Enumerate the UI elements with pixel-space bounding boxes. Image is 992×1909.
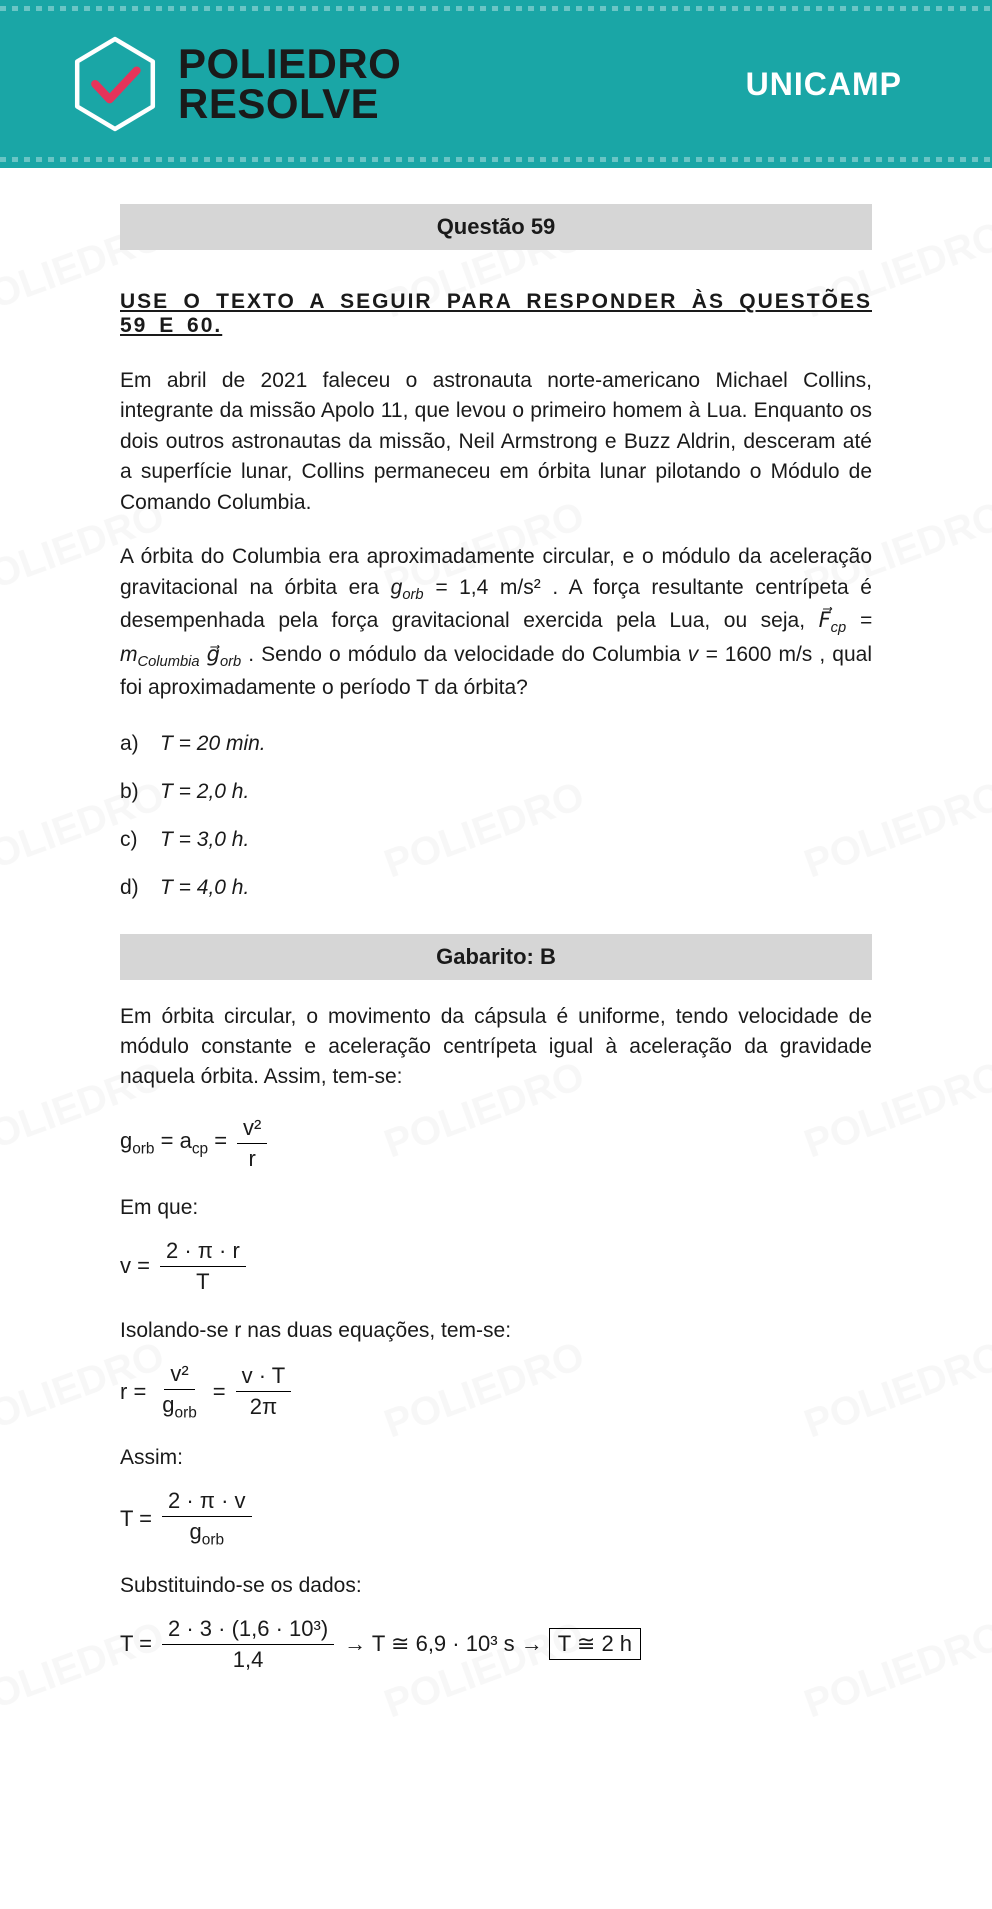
equation-4: T = 2 · π · v gorb — [120, 1486, 872, 1551]
brand-block: POLIEDRO RESOLVE — [70, 34, 401, 134]
answer-key-bar: Gabarito: B — [120, 934, 872, 980]
option-d: d) T = 4,0 h. — [120, 876, 872, 900]
numerator: v² — [164, 1359, 194, 1390]
eq-lhs: v = — [120, 1253, 150, 1279]
option-label: a) — [120, 732, 144, 756]
g-orb-symbol: gorb = — [391, 576, 459, 599]
fraction: v · T 2π — [236, 1361, 292, 1422]
denominator: 2π — [244, 1392, 283, 1422]
arrow-result: → T ≅ 6,9 · 10³ s → — [344, 1631, 543, 1657]
denominator: gorb — [156, 1390, 203, 1424]
eq-lhs: T = — [120, 1506, 152, 1532]
eq-lhs: r = — [120, 1379, 146, 1405]
option-text: T = 20 min. — [160, 732, 266, 756]
denominator: gorb — [184, 1517, 231, 1551]
option-text: T = 4,0 h. — [160, 876, 249, 900]
fraction: 2 · 3 · (1,6 · 10³) 1,4 — [162, 1614, 334, 1675]
header-banner: POLIEDRO RESOLVE UNICAMP — [0, 0, 992, 168]
eq-lhs: gorb = acp = — [120, 1128, 227, 1158]
question-number-bar: Questão 59 — [120, 204, 872, 250]
step-3-label: Isolando-se r nas duas equações, tem-se: — [120, 1319, 872, 1343]
equation-5: T = 2 · 3 · (1,6 · 10³) 1,4 → T ≅ 6,9 · … — [120, 1614, 872, 1675]
context-paragraph: Em abril de 2021 faleceu o astronauta no… — [120, 366, 872, 518]
question-stem: A órbita do Columbia era aproximadamente… — [120, 542, 872, 703]
g-orb-value: 1,4 m/s² — [459, 576, 541, 599]
fraction: v² r — [237, 1113, 267, 1174]
brand-line-2: RESOLVE — [178, 84, 401, 124]
eq-lhs: T = — [120, 1631, 152, 1657]
option-c: c) T = 3,0 h. — [120, 828, 872, 852]
brand-line-1: POLIEDRO — [178, 44, 401, 84]
boxed-final-answer: T ≅ 2 h — [549, 1628, 641, 1660]
denominator: r — [243, 1144, 262, 1174]
denominator: T — [190, 1267, 215, 1297]
exam-name: UNICAMP — [746, 66, 902, 103]
numerator: 2 · 3 · (1,6 · 10³) — [162, 1614, 334, 1645]
option-label: b) — [120, 780, 144, 804]
denominator: 1,4 — [227, 1645, 270, 1675]
step-2-label: Em que: — [120, 1196, 872, 1220]
option-a: a) T = 20 min. — [120, 732, 872, 756]
step-5-label: Substituindo-se os dados: — [120, 1574, 872, 1598]
option-text: T = 3,0 h. — [160, 828, 249, 852]
fraction: 2 · π · r T — [160, 1236, 246, 1297]
equation-2: v = 2 · π · r T — [120, 1236, 872, 1297]
numerator: v² — [237, 1113, 267, 1144]
numerator: 2 · π · v — [162, 1486, 252, 1517]
option-label: c) — [120, 828, 144, 852]
numerator: 2 · π · r — [160, 1236, 246, 1267]
logo-hexagon-icon — [70, 34, 160, 134]
stem-part-3: . Sendo o módulo da velocidade do Columb… — [248, 643, 688, 666]
equation-1: gorb = acp = v² r — [120, 1113, 872, 1174]
fraction: 2 · π · v gorb — [162, 1486, 252, 1551]
numerator: v · T — [236, 1361, 292, 1392]
equals: = — [213, 1379, 226, 1405]
v-value: 1600 m/s — [725, 643, 813, 666]
options-list: a) T = 20 min. b) T = 2,0 h. c) T = 3,0 … — [120, 732, 872, 900]
brand-text: POLIEDRO RESOLVE — [178, 44, 401, 124]
option-text: T = 2,0 h. — [160, 780, 249, 804]
option-label: d) — [120, 876, 144, 900]
solution-intro: Em órbita circular, o movimento da cápsu… — [120, 1002, 872, 1093]
fraction: v² gorb — [156, 1359, 203, 1424]
option-b: b) T = 2,0 h. — [120, 780, 872, 804]
page-body: POLIEDRO POLIEDRO POLIEDRO POLIEDRO POLI… — [0, 168, 992, 1909]
v-symbol: v = — [688, 643, 725, 666]
shared-text-instruction: USE O TEXTO A SEGUIR PARA RESPONDER ÀS Q… — [120, 290, 872, 338]
step-4-label: Assim: — [120, 1446, 872, 1470]
equation-3: r = v² gorb = v · T 2π — [120, 1359, 872, 1424]
